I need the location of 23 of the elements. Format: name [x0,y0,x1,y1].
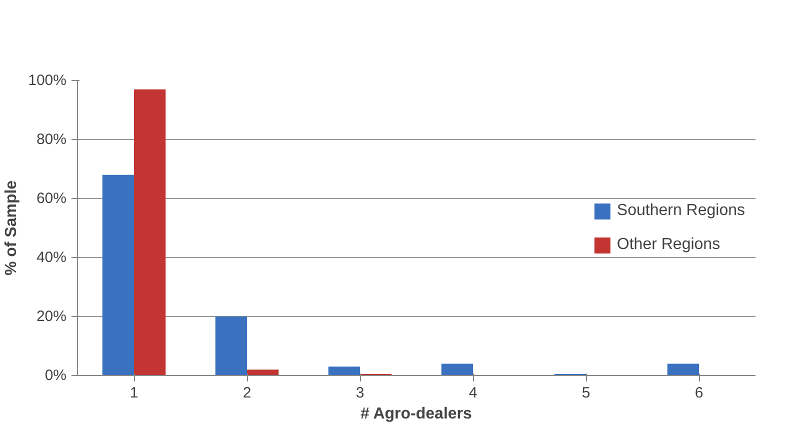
bar [134,89,166,376]
y-tick-label: 0% [44,367,67,384]
bar [328,366,360,376]
bar [215,316,247,376]
x-tick-label: 5 [582,384,590,402]
legend-label: Southern Regions [616,202,745,220]
x-tick-label: 1 [130,384,138,402]
x-tick-label: 2 [242,384,252,402]
y-axis-title: % of Sample [3,180,20,276]
y-tick-label: 20% [36,308,67,325]
y-tick-label: 60% [36,190,67,207]
bar [247,370,279,376]
legend-label: Other Regions [616,236,720,254]
x-tick-label: 3 [356,384,364,402]
y-tick-label: 100% [28,72,67,89]
y-tick-label: 80% [36,131,67,148]
y-tick-label: 40% [36,249,67,266]
x-tick-label: 6 [694,384,704,402]
bar [441,364,473,376]
bar [102,174,134,376]
bar [667,364,699,376]
x-axis-title: # Agro-dealers [360,406,472,422]
x-tick-label: 4 [468,384,478,402]
